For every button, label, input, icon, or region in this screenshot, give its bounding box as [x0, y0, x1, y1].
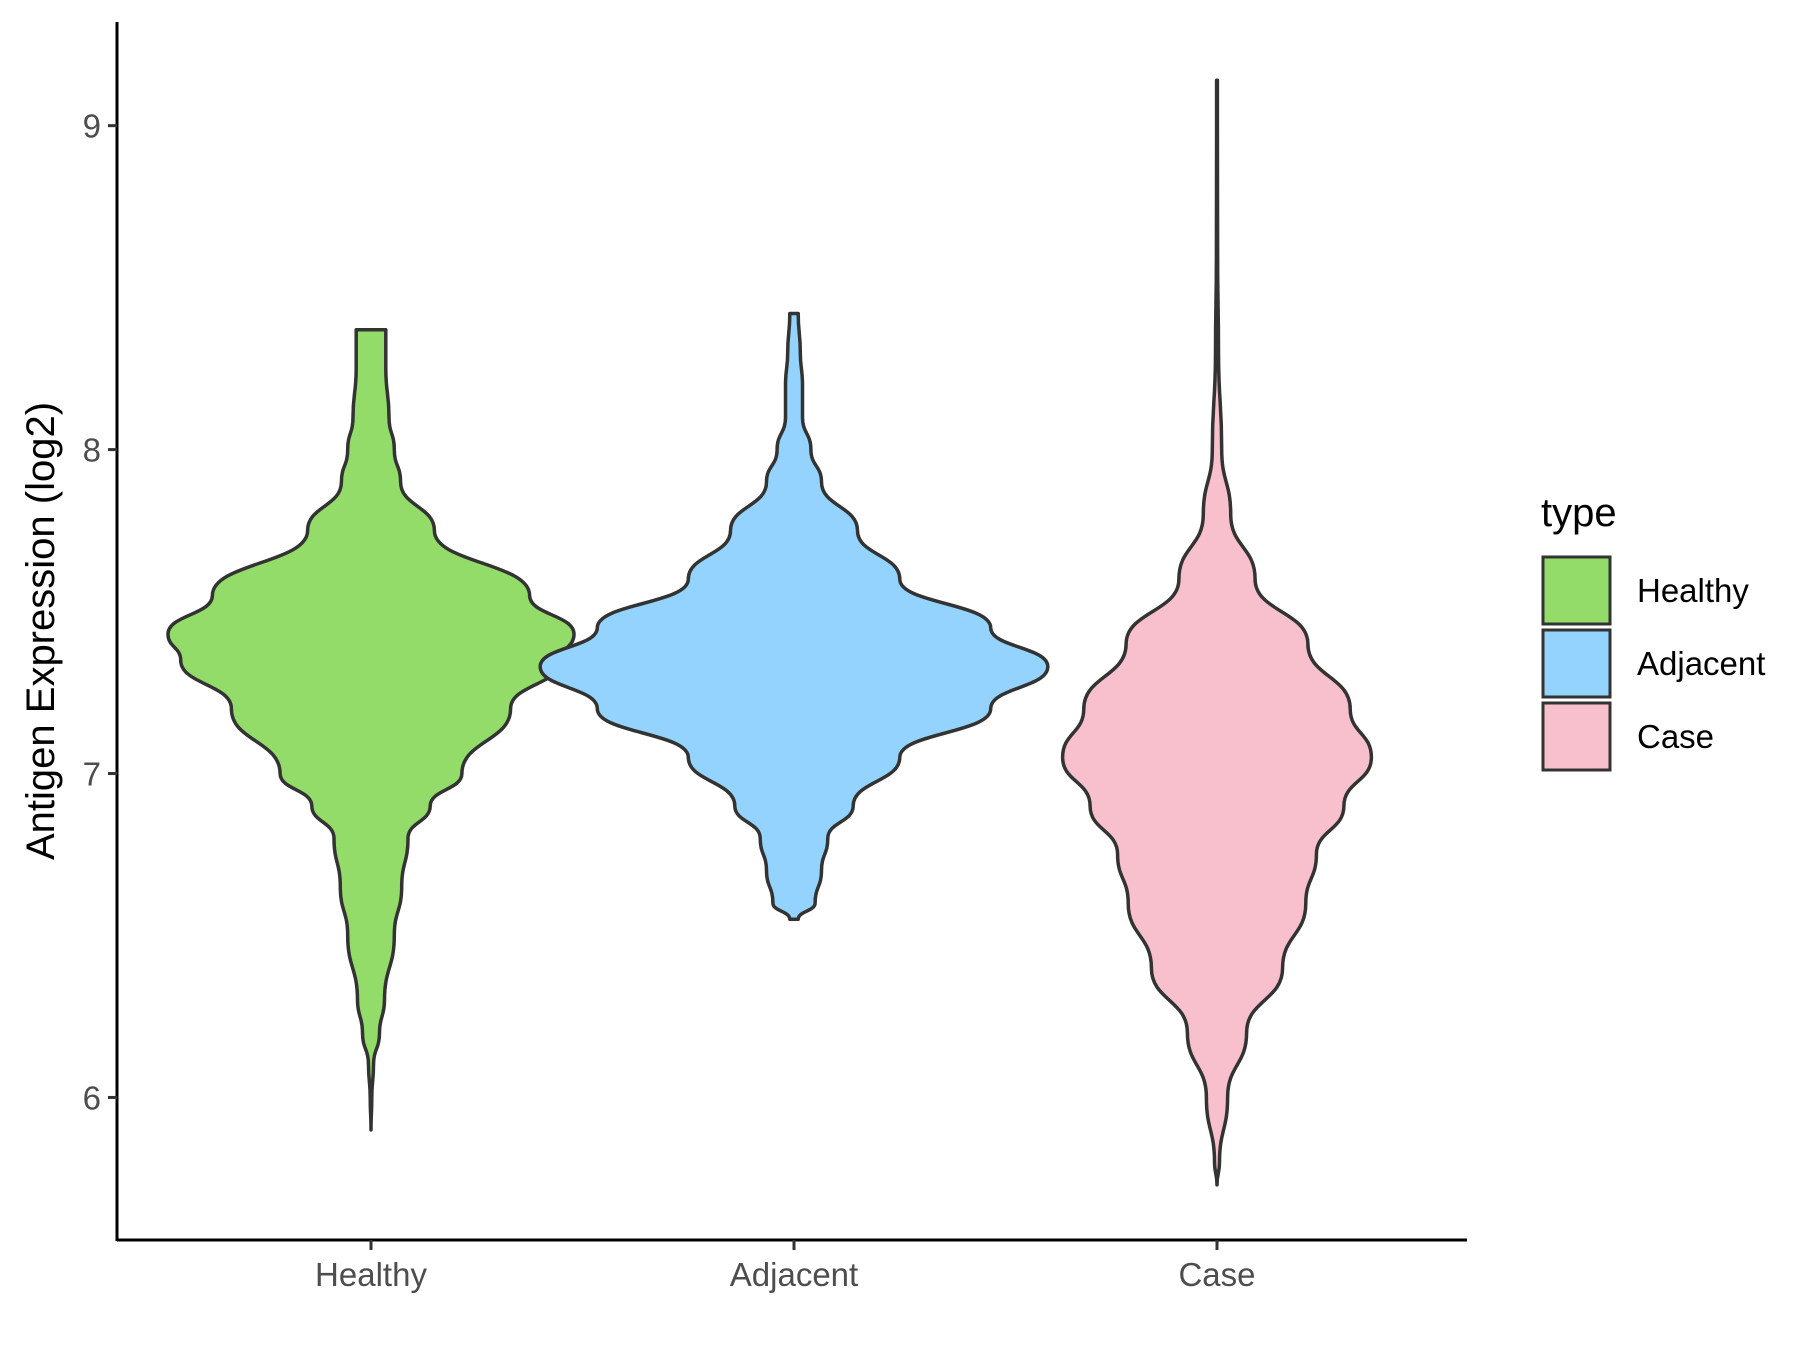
y-tick-label: 7: [83, 756, 101, 793]
y-tick-label: 9: [83, 108, 101, 145]
violin-adjacent: [538, 311, 1050, 922]
legend: type Healthy Adjacent Case: [1541, 491, 1765, 772]
violin-case: [1060, 78, 1374, 1187]
legend-title: type: [1541, 491, 1617, 535]
legend-label-case: Case: [1637, 718, 1714, 755]
y-tick-label: 6: [83, 1079, 101, 1116]
y-tick-label: 8: [83, 432, 101, 469]
legend-label-healthy: Healthy: [1637, 572, 1749, 609]
legend-key-adjacent: [1541, 628, 1612, 699]
x-tick-label: Adjacent: [730, 1256, 858, 1293]
ticks-layer: 6 7 8 9 Healthy Adjacent Case: [83, 108, 1256, 1293]
legend-key-healthy: [1541, 555, 1612, 626]
violin-layer: [166, 78, 1374, 1187]
x-tick-label: Healthy: [315, 1256, 427, 1293]
violin-healthy: [166, 327, 576, 1132]
x-tick-label: Case: [1178, 1256, 1255, 1293]
axes-layer: [115, 22, 1467, 1242]
legend-items: Healthy Adjacent Case: [1541, 555, 1765, 772]
y-axis-title: Antigen Expression (log2): [19, 402, 63, 860]
legend-key-case: [1541, 701, 1612, 772]
legend-label-adjacent: Adjacent: [1637, 645, 1765, 682]
